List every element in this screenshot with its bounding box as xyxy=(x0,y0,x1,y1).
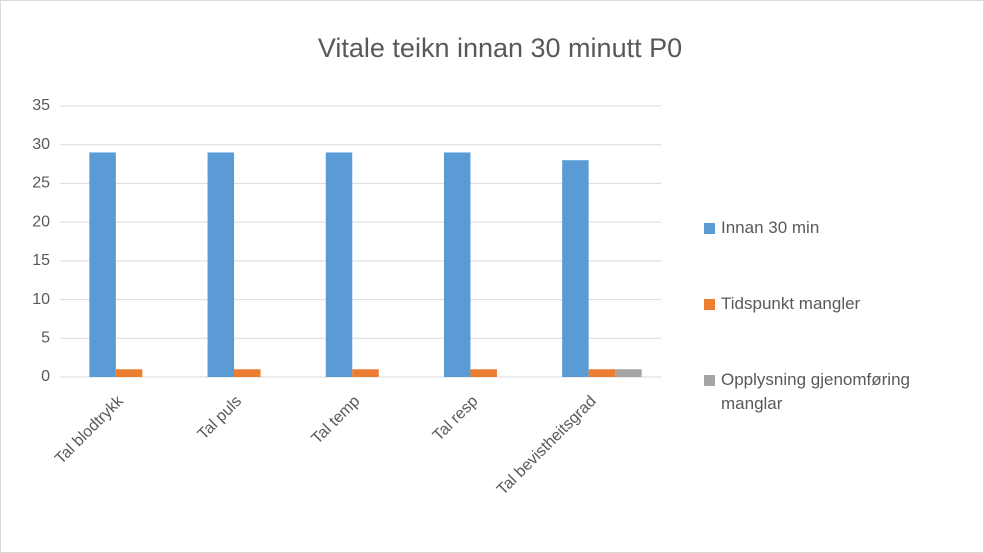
legend-item: Tidspunkt mangler xyxy=(704,292,974,316)
bar xyxy=(615,369,642,377)
bar xyxy=(443,152,471,377)
y-tick-label: 25 xyxy=(32,175,50,192)
y-tick-label: 35 xyxy=(32,97,50,114)
legend-swatch xyxy=(704,375,715,386)
y-tick-label: 30 xyxy=(32,136,50,153)
bar xyxy=(325,152,353,377)
bar xyxy=(352,369,379,377)
legend-label: Opplysning gjenomføring manglar xyxy=(721,370,910,413)
y-tick-label: 15 xyxy=(32,252,50,269)
legend-label: Tidspunkt mangler xyxy=(721,294,861,313)
legend-swatch xyxy=(704,299,715,310)
bar xyxy=(562,160,589,377)
y-tick-label: 20 xyxy=(32,213,50,230)
legend-item: Opplysning gjenomføring manglar xyxy=(704,368,974,416)
legend-item: Innan 30 min xyxy=(704,216,974,240)
legend-label: Innan 30 min xyxy=(721,218,820,237)
y-tick-label: 10 xyxy=(32,291,50,308)
chart-title: Vitale teikn innan 30 minutt P0 xyxy=(318,33,682,63)
bar xyxy=(207,152,235,377)
bar xyxy=(470,369,497,377)
legend-swatch xyxy=(704,223,715,234)
bar xyxy=(89,152,116,377)
bar xyxy=(234,369,261,377)
bar xyxy=(115,369,143,377)
y-tick-label: 5 xyxy=(41,330,50,347)
bar xyxy=(588,369,616,377)
y-tick-label: 0 xyxy=(41,368,50,385)
